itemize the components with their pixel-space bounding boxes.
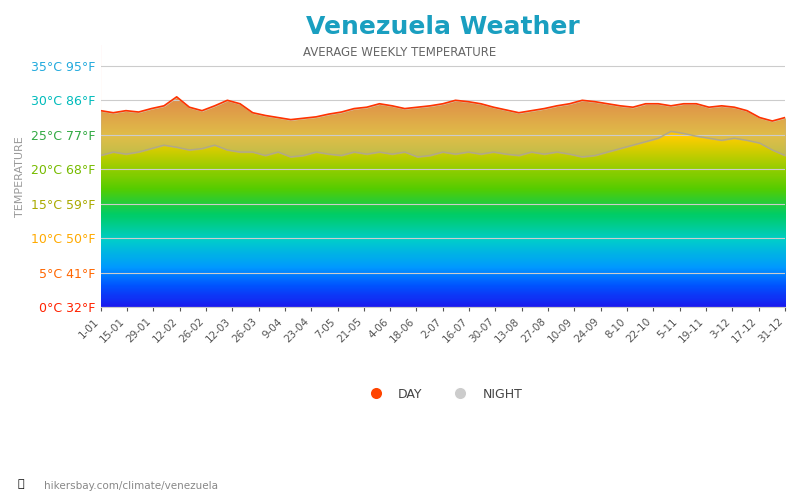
Text: 📍: 📍 (18, 479, 24, 489)
Y-axis label: TEMPERATURE: TEMPERATURE (15, 136, 25, 216)
Legend: DAY, NIGHT: DAY, NIGHT (358, 383, 527, 406)
Text: hikersbay.com/climate/venezuela: hikersbay.com/climate/venezuela (44, 481, 218, 491)
Title: Venezuela Weather: Venezuela Weather (306, 15, 580, 39)
Text: AVERAGE WEEKLY TEMPERATURE: AVERAGE WEEKLY TEMPERATURE (303, 46, 497, 59)
